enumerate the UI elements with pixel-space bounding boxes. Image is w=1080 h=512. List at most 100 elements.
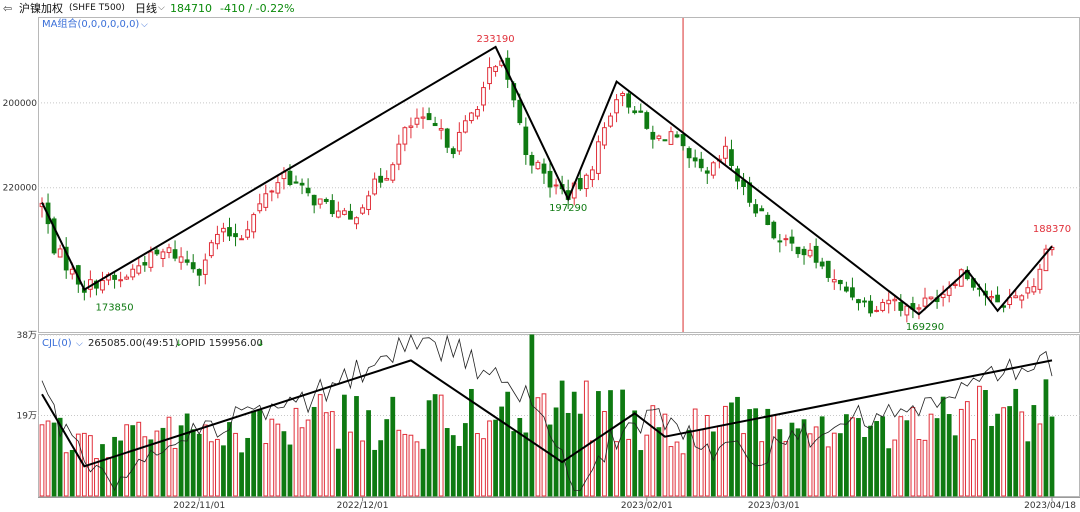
volume-bar [650,405,656,497]
volume-bar [801,419,807,497]
volume-bar [553,407,559,497]
candle-body [57,248,63,258]
volume-bar [245,437,251,497]
candle-body [275,182,281,194]
volume-bar [698,429,704,497]
volume-bar [680,453,686,497]
volume-bar [39,424,45,497]
candle-body [753,204,759,214]
candle-body [880,302,886,311]
candle-body [765,214,771,226]
candle-body [523,126,529,155]
volume-bar [765,408,771,497]
candle-body [148,251,154,268]
candle-body [650,131,656,140]
candle-body [662,139,668,142]
volume-bar [239,452,244,497]
volume-bar [632,410,638,497]
volume-bar [88,435,93,497]
volume-bar [565,412,571,497]
candle-body [644,112,650,129]
volume-bar [523,432,529,497]
candle-body [432,122,438,127]
price-panel-frame [38,17,1080,333]
candle-body [898,301,904,311]
ma-indicator-label[interactable]: MA组合(0,0,0,0,0,0) [42,17,139,30]
volume-bar [202,424,208,497]
candle-body [202,259,208,275]
volume-bar [910,407,916,497]
candle-body [995,294,1000,303]
volume-bar [928,413,934,497]
candle-body [408,125,414,128]
candle-body [892,298,898,302]
candle-body [795,246,801,255]
volume-bar [112,436,117,497]
ma-dropdown-icon[interactable]: ⌵ [141,20,148,30]
candle-body [916,307,922,310]
volume-bar [898,416,904,497]
volume-bar [438,394,444,497]
volume-bar [1037,423,1043,497]
volume-bar [795,428,801,497]
x-tick-label: 2022/12/01 [337,501,389,511]
candle-body [227,227,232,237]
volume-bar [1049,416,1055,497]
volume-bar [723,405,728,497]
volume-bar [656,427,662,497]
candle-body [487,67,492,85]
cjl-dropdown-icon[interactable]: ⌵ [76,339,83,349]
candle-body [819,261,825,267]
volume-bar [819,416,825,497]
candle-body [583,174,589,190]
candle-body [317,198,323,205]
volume-bar [160,427,166,497]
volume-bar [360,440,365,497]
candle-body [710,162,716,176]
back-arrow-icon[interactable]: ⇦ [3,2,13,15]
candle-body [215,233,220,245]
candle-body [771,221,777,239]
candle-body [469,112,474,122]
volume-bar [444,428,450,497]
volume-bar [620,389,625,497]
candle-body [850,287,855,298]
volume-bar [862,436,867,497]
candle-body [323,198,329,202]
volume-bar [342,394,347,497]
volume-bar [118,440,123,497]
candle-body [759,208,765,212]
candle-body [620,93,625,97]
candle-body [928,296,934,300]
candle-body [166,247,172,254]
volume-bar [668,446,674,497]
volume-bar [511,431,517,497]
chevron-down-icon[interactable]: ⌵ [158,3,165,13]
cjl-indicator-label[interactable]: CJL(0) [42,338,72,349]
candle-body [335,210,341,218]
volume-bar [783,441,789,497]
candle-body [831,279,837,283]
candle-body [789,236,795,244]
volume-bar [221,445,226,497]
candle-body [686,148,692,159]
volume-bar [644,434,650,497]
volume-bar [892,439,898,497]
candle-body [837,280,843,285]
volume-bar [450,435,456,497]
volume-bar [868,425,873,497]
price-zigzag-line [41,45,1053,316]
candle-body [704,170,710,174]
candle-body [668,131,674,145]
candle-body [541,163,547,174]
volume-bar [837,433,843,497]
volume-bar [287,444,293,497]
candle-body [299,182,305,186]
volume-bar [716,425,722,497]
volume-bar [335,448,341,497]
period-label[interactable]: 日线 [135,2,157,15]
candle-body [402,127,408,145]
candle-body [952,283,958,287]
